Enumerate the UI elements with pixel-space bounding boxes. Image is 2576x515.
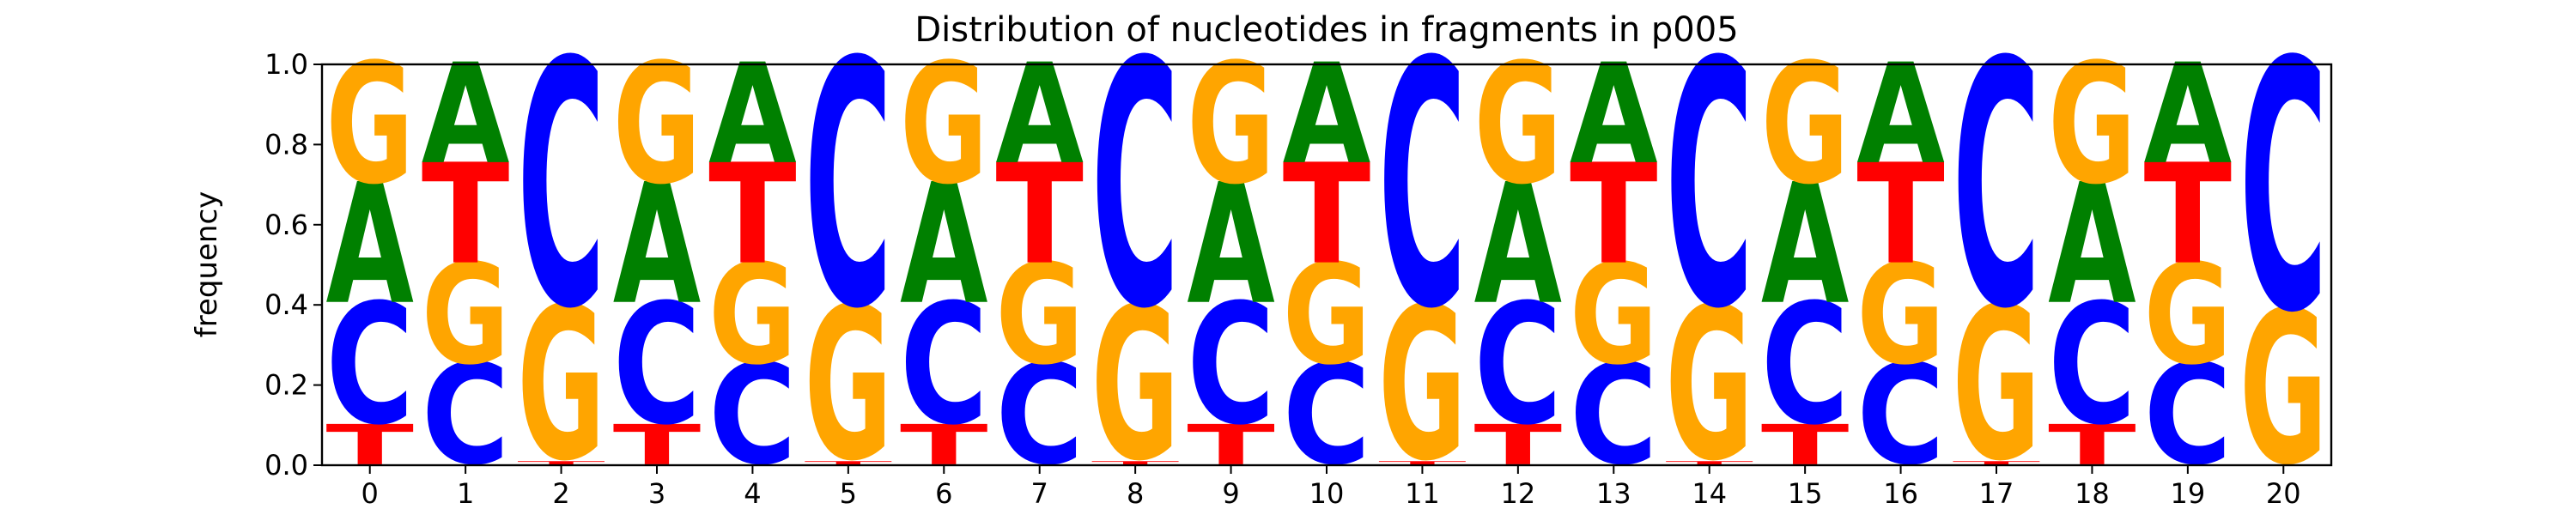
x-tick-label: 10 [1309, 477, 1345, 510]
letter-T-pos-11: T [1378, 460, 1467, 467]
y-tick-label: 1.0 [264, 48, 308, 81]
letter-G-pos-12: G [1474, 29, 1562, 221]
letter-G-pos-9: G [1187, 29, 1274, 221]
x-tick-label: 3 [648, 477, 665, 510]
letter-G-pos-10: G [1283, 234, 1371, 396]
x-tick-label: 5 [840, 477, 857, 510]
letter-A-pos-4: A [708, 33, 796, 195]
letter-C-pos-5: C [805, 0, 893, 383]
letter-C-pos-6: C [900, 269, 988, 462]
letter-A-pos-16: A [1856, 33, 1944, 195]
letter-G-pos-4: G [708, 234, 796, 396]
x-tick-label: 12 [1500, 477, 1535, 510]
x-tick-label: 0 [361, 477, 379, 510]
letter-G-pos-18: G [2048, 29, 2136, 221]
y-tick-label: 0.4 [264, 288, 308, 321]
x-tick-label: 16 [1883, 477, 1918, 510]
x-tick-label: 4 [744, 477, 761, 510]
letter-G-pos-0: G [325, 29, 413, 221]
letter-C-pos-2: C [517, 0, 605, 383]
y-tick-label: 0.2 [264, 369, 308, 402]
letter-C-pos-14: C [1665, 0, 1753, 383]
letter-A-pos-0: A [325, 148, 413, 342]
chart-title: Distribution of nucleotides in fragments… [914, 10, 1738, 50]
x-tick-label: 6 [935, 477, 952, 510]
letter-A-pos-19: A [2144, 33, 2232, 195]
letter-A-pos-12: A [1474, 148, 1562, 342]
letter-T-pos-14: T [1665, 460, 1753, 467]
letter-G-pos-15: G [1761, 29, 1849, 221]
x-tick-label: 20 [2266, 477, 2301, 510]
letter-G-pos-19: G [2144, 234, 2233, 396]
y-tick-label: 0.8 [264, 128, 308, 161]
letter-T-pos-4: T [708, 134, 797, 295]
x-tick-label: 14 [1692, 477, 1727, 510]
letter-C-pos-0: C [325, 269, 414, 462]
letter-T-pos-8: T [1091, 460, 1180, 467]
x-tick-label: 18 [2075, 477, 2110, 510]
letter-A-pos-9: A [1187, 148, 1274, 342]
letter-A-pos-3: A [613, 148, 701, 342]
letter-stacks: TCAGCGTATGCTCAGCGTATGCTCAGCGTATGCTCAGCGT… [325, 0, 2327, 512]
letter-T-pos-7: T [995, 134, 1084, 295]
x-tick-label: 2 [552, 477, 569, 510]
x-tick-label: 1 [457, 477, 474, 510]
letter-T-pos-5: T [805, 460, 893, 467]
y-tick-label: 0.6 [264, 209, 308, 241]
letter-A-pos-18: A [2048, 148, 2136, 342]
x-tick-label: 17 [1979, 477, 2014, 510]
letter-C-pos-8: C [1091, 0, 1180, 383]
letter-G-pos-13: G [1570, 234, 1658, 396]
letter-C-pos-20: C [2239, 0, 2328, 388]
x-tick-label: 8 [1127, 477, 1144, 510]
x-tick-label: 11 [1405, 477, 1440, 510]
letter-T-pos-17: T [1953, 460, 2041, 467]
letter-C-pos-17: C [1953, 0, 2041, 383]
x-tick-label: 19 [2170, 477, 2205, 510]
letter-A-pos-6: A [900, 148, 987, 342]
letter-G-pos-16: G [1856, 234, 1945, 396]
letter-T-pos-10: T [1283, 134, 1371, 295]
letter-T-pos-19: T [2144, 134, 2233, 295]
letter-T-pos-13: T [1570, 134, 1658, 295]
letter-A-pos-15: A [1761, 148, 1849, 342]
letter-A-pos-1: A [422, 33, 509, 195]
x-tick-label: 15 [1788, 477, 1823, 510]
letter-C-pos-12: C [1474, 269, 1563, 462]
letter-A-pos-7: A [995, 33, 1083, 195]
letter-A-pos-13: A [1570, 33, 1657, 195]
axis-ticks: 0.00.20.40.60.81.00 1 2 3 4 5 6 7 8 9 10 11 12 13 14 15… [264, 48, 2301, 510]
y-axis-label: frequency [190, 191, 224, 338]
letter-C-pos-18: C [2048, 269, 2136, 462]
letter-T-pos-2: T [517, 460, 605, 467]
letter-T-pos-16: T [1856, 134, 1945, 295]
letter-C-pos-3: C [613, 269, 702, 462]
x-tick-label: 13 [1596, 477, 1631, 510]
letter-G-pos-7: G [995, 234, 1084, 396]
letter-C-pos-15: C [1761, 269, 1850, 462]
letter-G-pos-6: G [900, 29, 987, 221]
letter-A-pos-10: A [1283, 33, 1370, 195]
letter-C-pos-11: C [1378, 0, 1467, 383]
letter-T-pos-1: T [422, 134, 510, 295]
x-tick-label: 7 [1031, 477, 1048, 510]
x-tick-label: 9 [1222, 477, 1239, 510]
letter-G-pos-1: G [422, 234, 509, 396]
y-tick-label: 0.0 [264, 449, 308, 482]
letter-C-pos-9: C [1187, 269, 1275, 462]
letter-G-pos-3: G [613, 29, 701, 221]
